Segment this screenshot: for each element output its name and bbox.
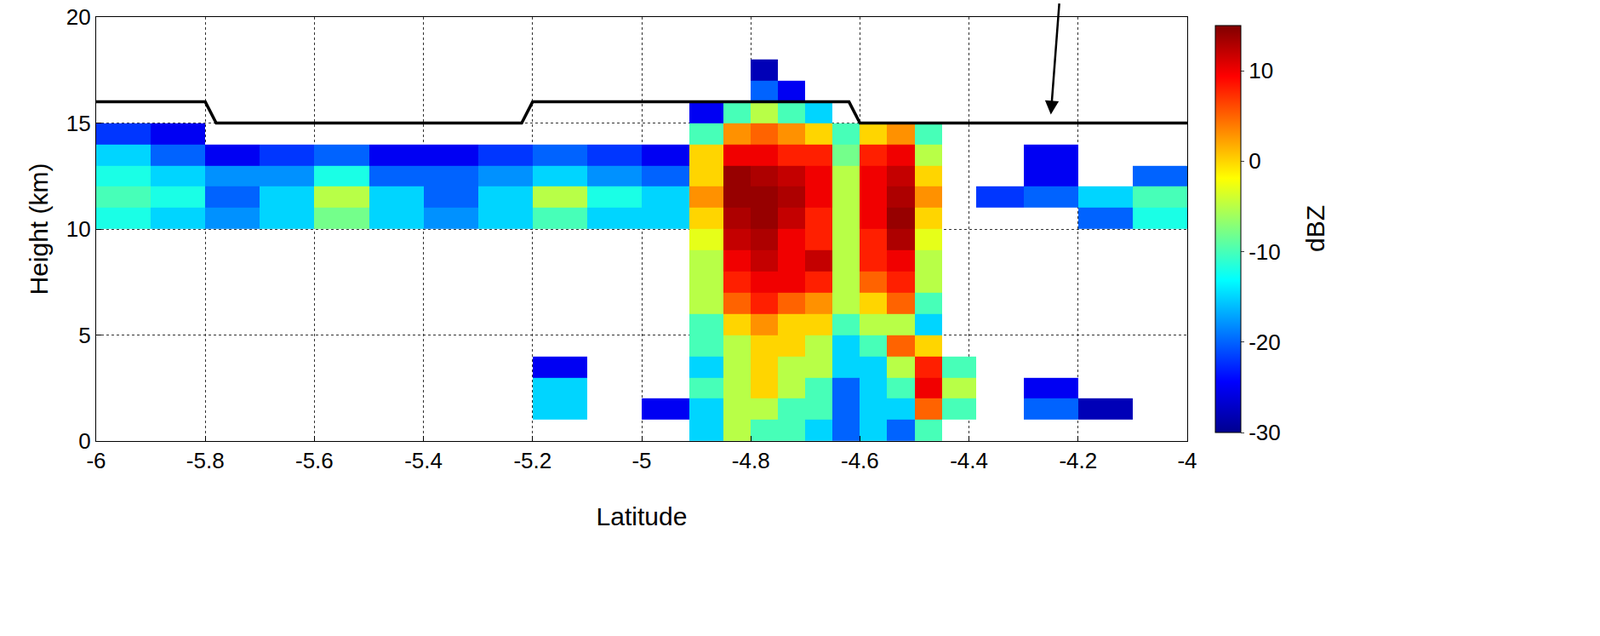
svg-text:-4.6: -4.6 (840, 447, 880, 474)
svg-text:-4: -4 (1177, 447, 1197, 474)
svg-text:-5.6: -5.6 (295, 447, 334, 474)
svg-text:0: 0 (78, 428, 91, 454)
svg-text:10: 10 (66, 216, 92, 242)
svg-text:-5.4: -5.4 (404, 447, 443, 474)
svg-text:-20: -20 (1248, 329, 1281, 355)
svg-text:-4.4: -4.4 (949, 447, 989, 474)
svg-text:Height (km): Height (km) (24, 162, 53, 295)
svg-text:10: 10 (1248, 57, 1274, 84)
svg-text:Latitude: Latitude (596, 502, 688, 531)
svg-text:-4.8: -4.8 (731, 447, 771, 474)
svg-text:-5: -5 (631, 447, 652, 474)
svg-text:-4.2: -4.2 (1058, 447, 1098, 474)
svg-text:-6: -6 (85, 447, 106, 474)
svg-text:0: 0 (1248, 148, 1261, 174)
svg-text:-30: -30 (1248, 419, 1281, 446)
svg-text:5: 5 (78, 322, 91, 349)
svg-text:-10: -10 (1248, 239, 1281, 265)
svg-text:-5.8: -5.8 (186, 447, 225, 474)
svg-text:dBZ: dBZ (1301, 205, 1330, 252)
svg-text:-5.2: -5.2 (513, 447, 552, 474)
svg-text:20: 20 (66, 4, 92, 30)
svg-text:15: 15 (66, 110, 92, 137)
